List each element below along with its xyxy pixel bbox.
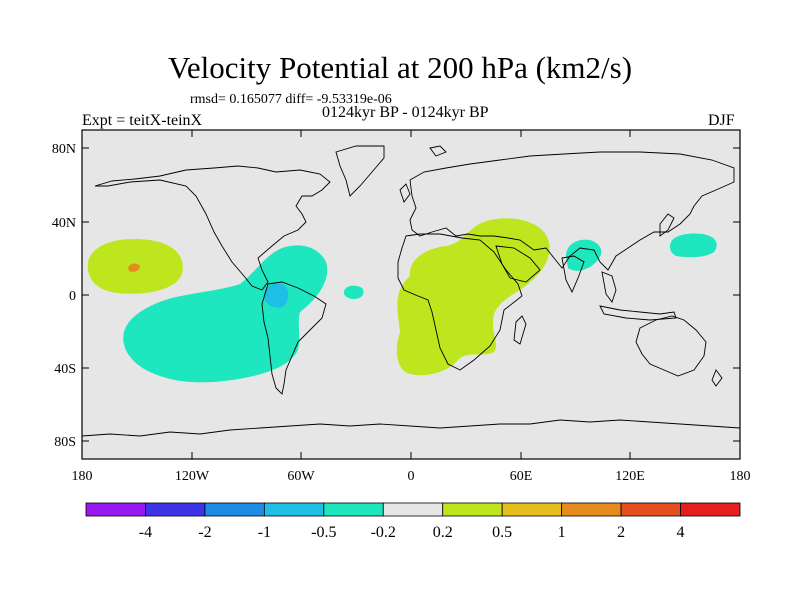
atlantic-negative-region bbox=[343, 285, 364, 299]
north-america-coastline bbox=[94, 165, 331, 291]
arabia-coastline bbox=[495, 245, 541, 283]
colorbar-label: -4 bbox=[139, 524, 152, 541]
colorbar: -4 -2 -1 -0.5 -0.2 0.2 0.5 1 2 4 bbox=[85, 502, 741, 541]
colorbar-box-5 bbox=[382, 502, 444, 517]
colorbar-box-6 bbox=[442, 502, 503, 517]
colorbar-label: 2 bbox=[617, 524, 625, 541]
bay-of-bengal-negative-region bbox=[566, 239, 602, 271]
india-coastline bbox=[561, 255, 585, 294]
antarctica-coastline bbox=[81, 419, 741, 437]
new-zealand-coastline bbox=[711, 369, 723, 387]
colorbar-label: 4 bbox=[677, 524, 685, 541]
map-title: Velocity Potential at 200 hPa (km2/s) bbox=[167, 50, 633, 85]
latitude-ticks bbox=[82, 147, 740, 442]
colorbar-box-1 bbox=[145, 502, 206, 517]
south-america-coastline bbox=[261, 281, 327, 395]
colorbar-box-4 bbox=[323, 502, 384, 517]
colorbar-box-0 bbox=[85, 502, 146, 517]
west-pacific-negative-region bbox=[670, 233, 717, 258]
colorbar-label: -1 bbox=[258, 524, 271, 541]
lon-label-60w: 60W bbox=[287, 469, 315, 484]
japan-coastline bbox=[659, 213, 675, 237]
colorbar-label: -2 bbox=[198, 524, 211, 541]
colorbar-box-3 bbox=[263, 502, 325, 517]
australia-coastline bbox=[635, 315, 707, 377]
colorbar-label: -0.5 bbox=[311, 524, 336, 541]
latitude-labels: 80N 40N 0 40S 80S bbox=[52, 142, 76, 450]
africa-indian-positive-region bbox=[396, 218, 550, 376]
experiment-label: Expt = teitX-teinX bbox=[82, 112, 203, 129]
colorbar-box-7 bbox=[501, 502, 563, 517]
colorbar-label: -0.2 bbox=[371, 524, 396, 541]
southeast-asia-coastline bbox=[601, 271, 617, 303]
uk-coastline bbox=[399, 183, 411, 203]
season-label: DJF bbox=[708, 112, 735, 129]
lat-label-0: 0 bbox=[69, 289, 76, 304]
negative-contours bbox=[123, 233, 717, 383]
east-pacific-negative-region bbox=[123, 245, 328, 383]
madagascar-coastline bbox=[513, 315, 527, 345]
stats-subtitle: rmsd= 0.165077 diff= -9.53319e-06 bbox=[190, 92, 392, 107]
lat-label-40s: 40S bbox=[54, 362, 76, 377]
lat-label-40n: 40N bbox=[52, 216, 76, 231]
lat-label-80s: 80S bbox=[54, 435, 76, 450]
colorbar-box-2 bbox=[204, 502, 265, 517]
colorbar-box-9 bbox=[620, 502, 681, 517]
africa-coastline bbox=[397, 233, 523, 371]
lat-label-80n: 80N bbox=[52, 142, 76, 157]
indonesia-coastline bbox=[599, 305, 677, 321]
colorbar-box-10 bbox=[680, 502, 741, 517]
colorbar-label: 1 bbox=[558, 524, 566, 541]
colorbar-label: 0.2 bbox=[433, 524, 453, 541]
south-america-negative-core bbox=[263, 283, 289, 308]
lon-label-120w: 120W bbox=[175, 469, 210, 484]
lon-label-0: 0 bbox=[408, 469, 415, 484]
longitude-labels: 180 120W 60W 0 60E 120E 180 bbox=[72, 469, 751, 484]
lon-label-60e: 60E bbox=[510, 469, 533, 484]
period-label: 0124kyr BP - 0124kyr BP bbox=[322, 104, 489, 121]
lon-label-120e: 120E bbox=[615, 469, 645, 484]
colorbar-label: 0.5 bbox=[492, 524, 512, 541]
greenland-coastline bbox=[335, 145, 385, 197]
longitude-ticks bbox=[81, 130, 741, 459]
pacific-positive-core bbox=[128, 263, 140, 272]
lon-label-180w: 180 bbox=[72, 469, 93, 484]
svalbard-coastline bbox=[429, 145, 447, 157]
coastlines bbox=[81, 145, 741, 437]
europe-asia-coastline bbox=[409, 151, 735, 271]
colorbar-box-8 bbox=[561, 502, 622, 517]
lon-label-180e: 180 bbox=[730, 469, 751, 484]
